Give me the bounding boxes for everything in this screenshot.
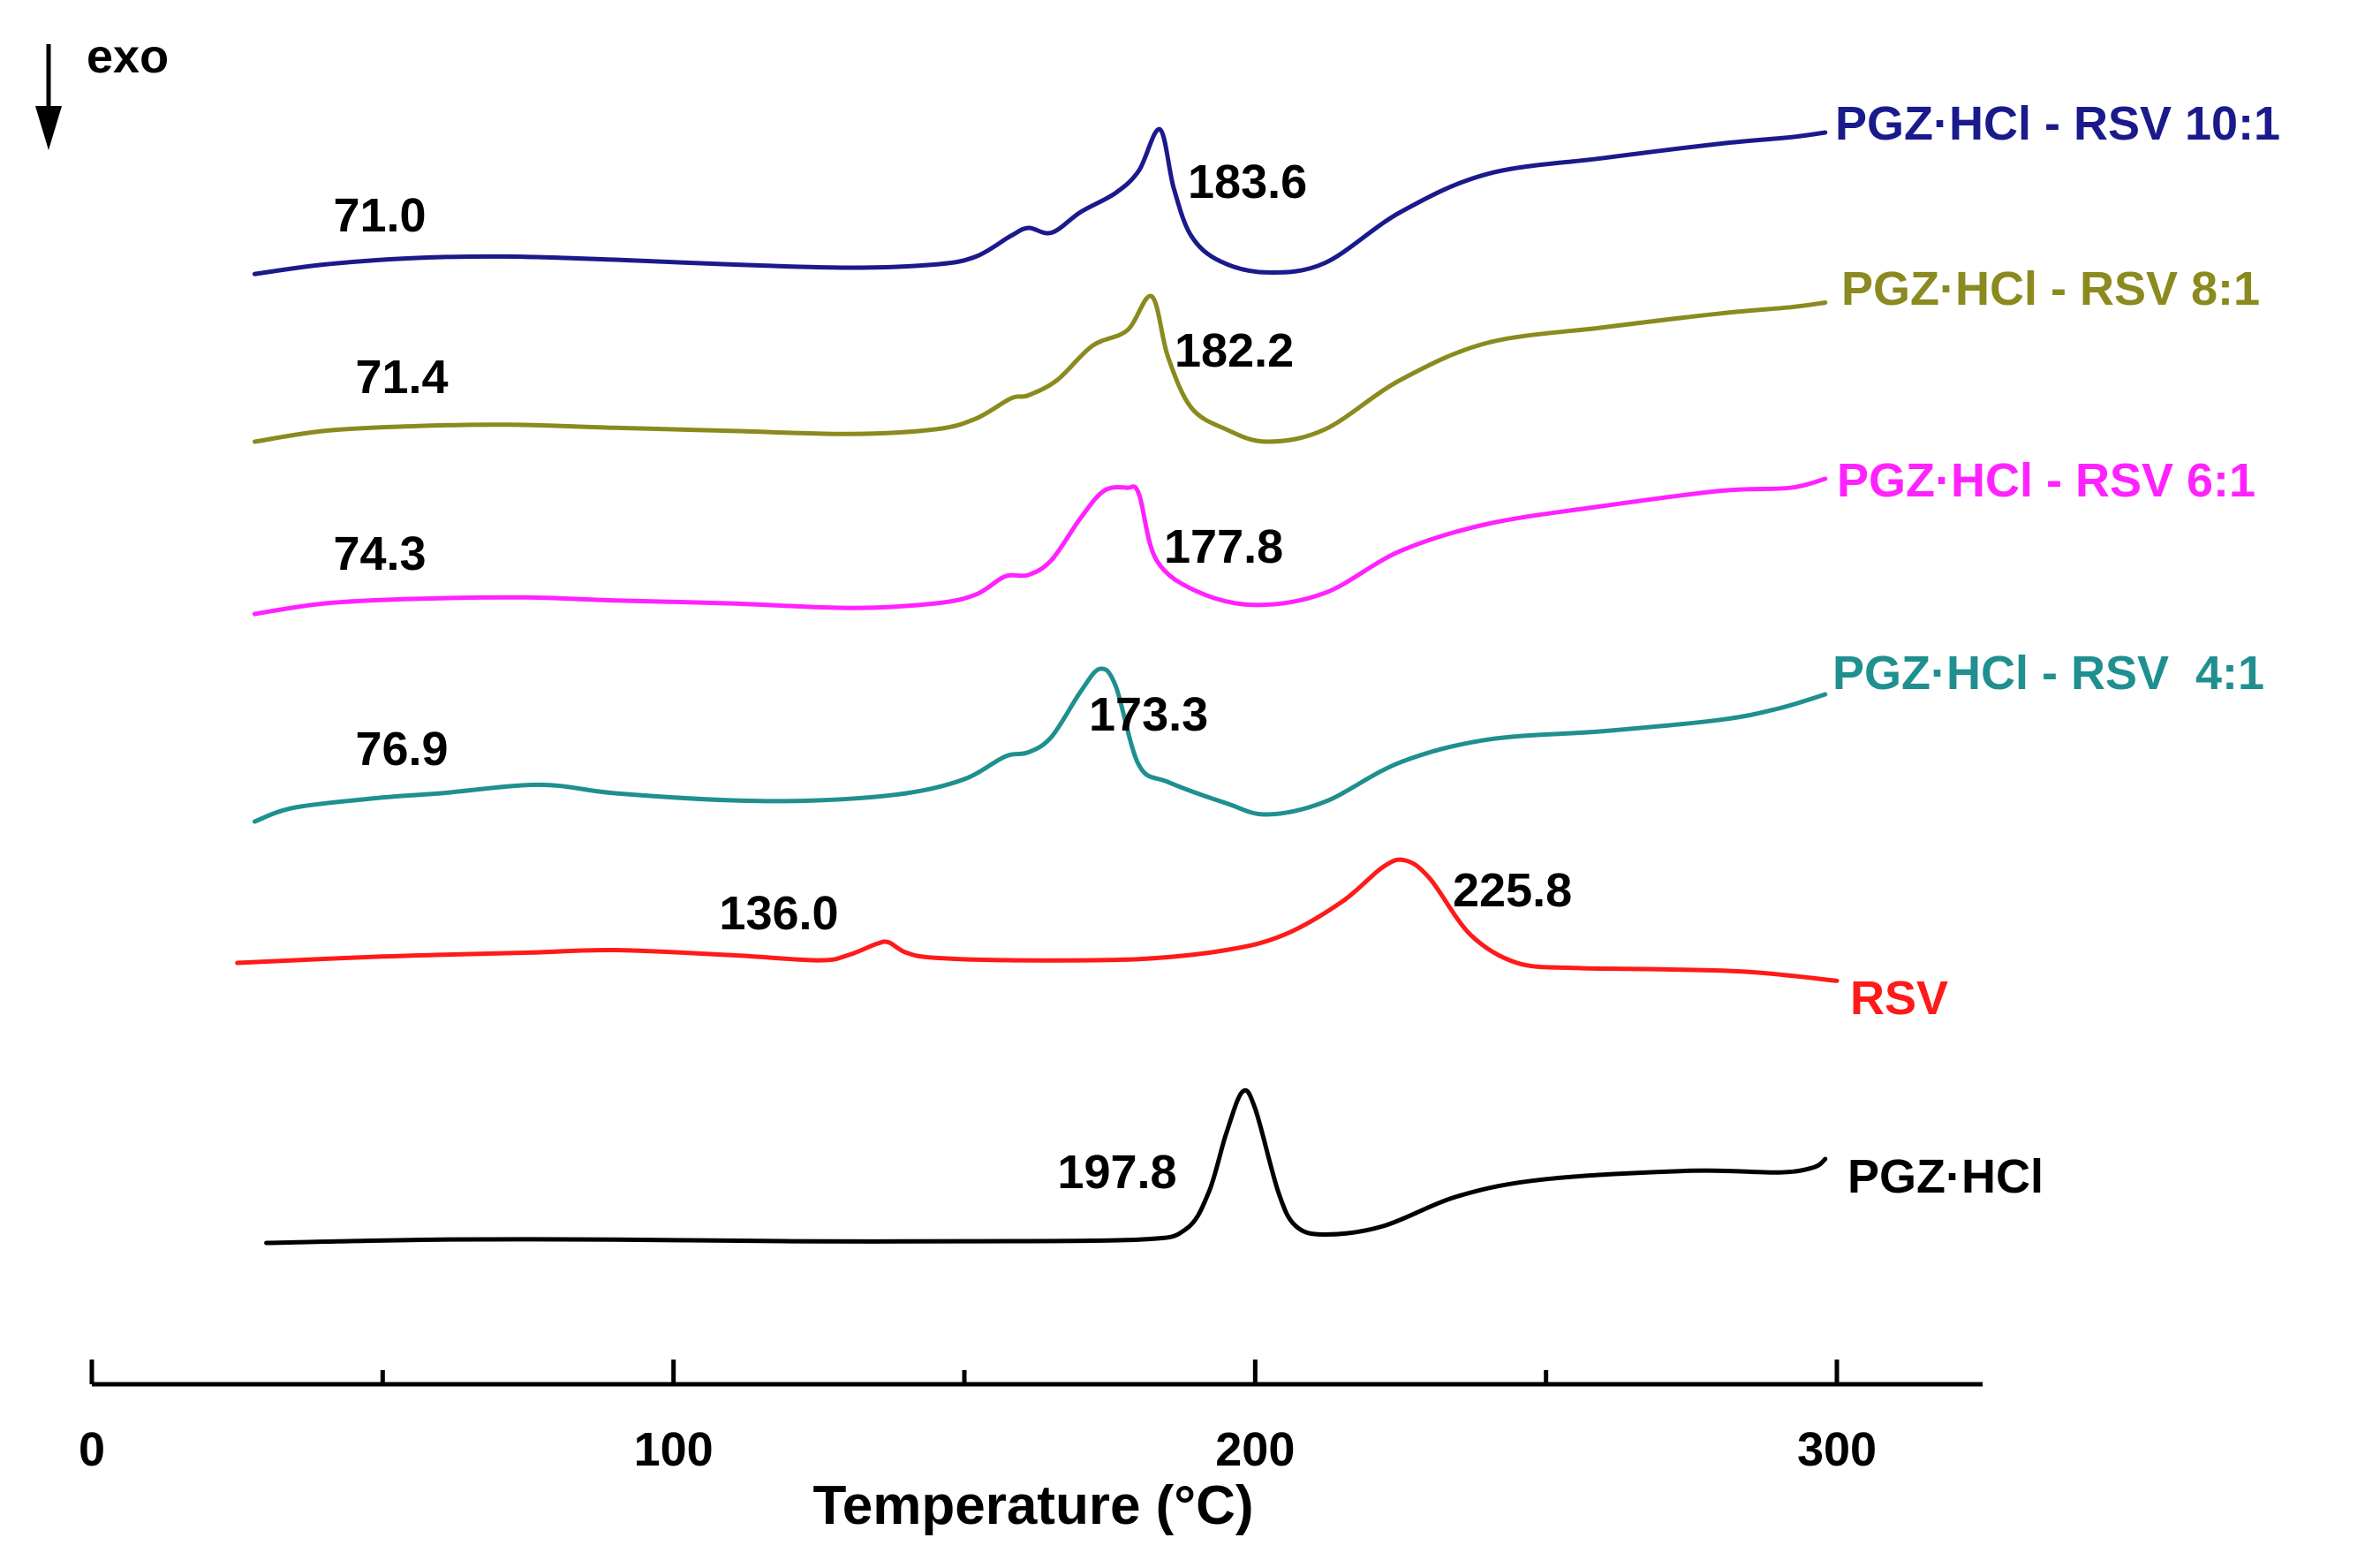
series-curve bbox=[252, 666, 1828, 824]
series-label: PGZ·HCl - RSV 4:1 bbox=[1832, 647, 2264, 700]
series-label: PGZ·HCl - RSV 8:1 bbox=[1841, 262, 2260, 315]
peak-temperature-label: 197.8 bbox=[1057, 1146, 1176, 1199]
exo-label: exo bbox=[87, 30, 169, 83]
peak-temperature-label: 71.4 bbox=[355, 351, 448, 404]
peak-temperature-label: 225.8 bbox=[1453, 864, 1572, 917]
series-label: PGZ·HCl - RSV 6:1 bbox=[1837, 454, 2255, 507]
exo-indicator: exo bbox=[35, 30, 169, 150]
curves-layer: PGZ·HCl - RSV 10:1 71.0 183.6 PGZ·HCl - RSV… bbox=[235, 97, 2280, 1246]
peak-temperature-label: 136.0 bbox=[719, 887, 838, 940]
peak-temperature-label: 183.6 bbox=[1188, 155, 1307, 208]
peak-temperature-label: 177.8 bbox=[1164, 520, 1283, 573]
x-axis-title: Temperature (°C) bbox=[812, 1475, 1253, 1536]
peak-temperature-label: 76.9 bbox=[355, 723, 448, 776]
peak-temperature-label: 74.3 bbox=[333, 527, 426, 580]
x-tick-label: 0 bbox=[79, 1423, 105, 1476]
series-label: PGZ·HCl - RSV 10:1 bbox=[1835, 97, 2280, 150]
x-tick-label: 100 bbox=[634, 1423, 714, 1476]
series-label: PGZ·HCl bbox=[1847, 1150, 2044, 1203]
peak-temperature-label: 182.2 bbox=[1175, 324, 1294, 377]
peak-temperature-label: 173.3 bbox=[1089, 688, 1208, 741]
series-curve bbox=[252, 126, 1828, 276]
exo-arrow-head-icon bbox=[35, 106, 62, 150]
series-curve bbox=[235, 857, 1840, 983]
peak-temperature-label: 71.0 bbox=[333, 189, 426, 242]
x-tick-label: 200 bbox=[1215, 1423, 1295, 1476]
x-axis: 0 100 200 300 bbox=[79, 1360, 1983, 1476]
series-curve bbox=[264, 1087, 1828, 1246]
series-label: RSV bbox=[1850, 972, 1948, 1025]
series-curve bbox=[252, 476, 1828, 617]
series-curve bbox=[252, 293, 1828, 444]
x-tick-label: 300 bbox=[1797, 1423, 1877, 1476]
